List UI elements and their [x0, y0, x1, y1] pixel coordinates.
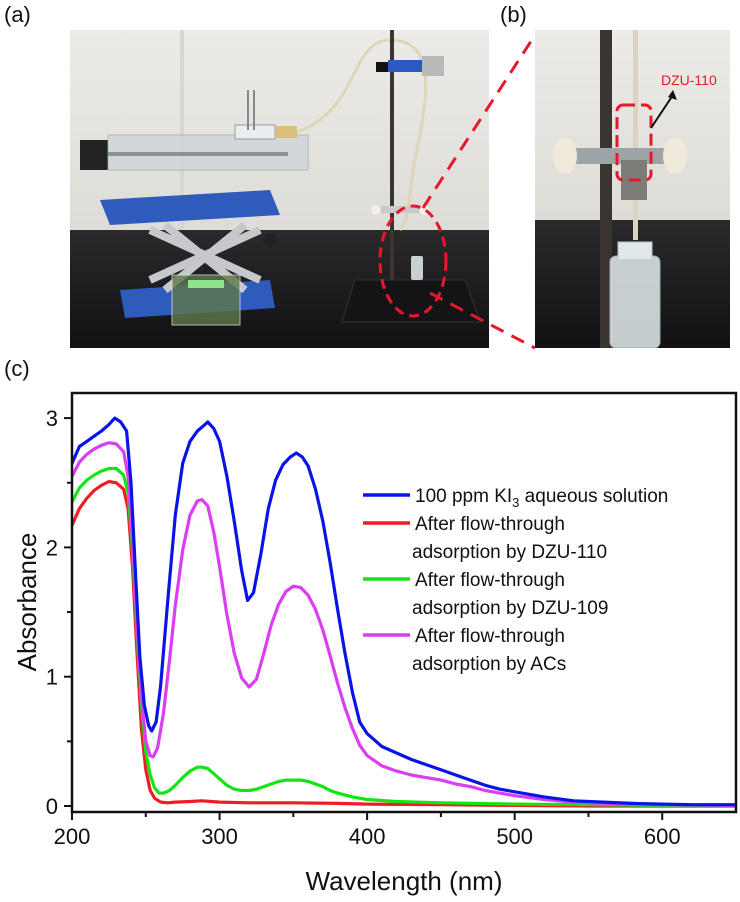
setup-illustration — [80, 30, 481, 326]
x-tick-label: 200 — [54, 824, 91, 849]
zoom-region-ellipse — [378, 204, 448, 318]
column-label: DZU-110 — [661, 72, 717, 88]
y-tick-label: 1 — [46, 665, 58, 690]
series-line — [72, 479, 736, 808]
legend-label: adsorption by DZU-110 — [412, 542, 607, 563]
legend-label: After flow-through — [415, 514, 565, 535]
legend-label: After flow-through — [415, 626, 565, 647]
x-tick-label: 300 — [201, 824, 238, 849]
arrow-icon — [668, 90, 677, 100]
x-tick-label: 600 — [644, 824, 681, 849]
legend-label: After flow-through — [415, 570, 565, 591]
legend-label: 100 ppm KI3 aqueous solution — [415, 486, 668, 510]
column-highlight-box — [615, 103, 653, 182]
axis-ticks: 200 300 400 500 600 0 1 2 3 — [46, 406, 681, 849]
legend-label: adsorption by DZU-109 — [412, 598, 608, 619]
y-tick-label: 0 — [46, 794, 58, 819]
stepper-motor-icon — [80, 140, 108, 170]
y-axis-title: Absorbance — [12, 533, 42, 672]
absorbance-chart: 200 300 400 500 600 0 1 2 3 Wavelength (nm) Abso… — [12, 391, 738, 896]
x-axis-title: Wavelength (nm) — [306, 866, 503, 896]
panel-label-c: (c) — [4, 356, 30, 381]
column-illustration — [553, 30, 687, 348]
x-tick-label: 400 — [349, 824, 386, 849]
y-tick-label: 3 — [46, 406, 58, 431]
plot-series-group — [72, 416, 736, 808]
panel-label-a: (a) — [4, 2, 31, 27]
x-tick-label: 500 — [496, 824, 533, 849]
photo-setup — [70, 30, 489, 348]
series-line — [72, 416, 736, 807]
panel-label-b: (b) — [500, 2, 527, 27]
legend-label: adsorption by ACs — [412, 654, 566, 675]
chart-legend: 100 ppm KI3 aqueous solution After flow-t… — [363, 486, 668, 675]
photo-zoomed-column: DZU-110 — [535, 30, 730, 348]
plot-frame — [70, 391, 738, 814]
y-tick-label: 2 — [46, 535, 58, 560]
